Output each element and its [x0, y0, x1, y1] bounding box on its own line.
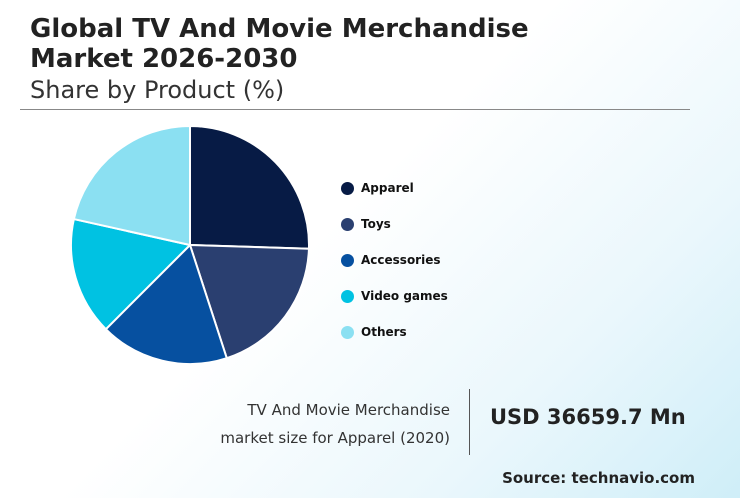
pie-chart: [70, 124, 310, 365]
legend-swatch-toys: [341, 217, 354, 231]
legend-item-video-games: Video games: [341, 278, 448, 314]
chart-title: Global TV And Movie Merchandise Market 2…: [30, 14, 670, 74]
pie-slice-others: [72, 124, 191, 247]
legend-swatch-apparel: [341, 181, 354, 195]
market-size-divider: [469, 389, 470, 455]
header-divider: [20, 109, 690, 110]
legend-swatch-accessories: [341, 253, 354, 267]
title-block: Global TV And Movie Merchandise Market 2…: [30, 14, 670, 104]
pie-slice-toys: [188, 243, 310, 360]
source-credit: Source: technavio.com: [502, 469, 695, 487]
chart-legend: Apparel Toys Accessories Video games Others: [341, 170, 448, 350]
legend-label-accessories: Accessories: [361, 253, 441, 267]
legend-label-toys: Toys: [361, 217, 391, 231]
legend-label-video-games: Video games: [361, 289, 448, 303]
market-size-description: TV And Movie Merchandise market size for…: [150, 396, 450, 452]
legend-item-apparel: Apparel: [341, 170, 448, 206]
pie-slice-accessories: [104, 243, 229, 365]
market-size-description-line2: market size for Apparel (2020): [220, 429, 450, 447]
legend-item-accessories: Accessories: [341, 242, 448, 278]
legend-swatch-others: [341, 325, 354, 339]
chart-subtitle: Share by Product (%): [30, 76, 285, 104]
market-size-value: USD 36659.7 Mn: [490, 405, 686, 429]
pie-slice-video-games: [70, 217, 192, 331]
pie-slice-apparel: [189, 124, 310, 250]
chart-title-line1: Global TV And Movie Merchandise: [30, 14, 529, 44]
legend-label-others: Others: [361, 325, 407, 339]
legend-item-toys: Toys: [341, 206, 448, 242]
legend-swatch-video-games: [341, 289, 354, 303]
legend-item-others: Others: [341, 314, 448, 350]
chart-title-line2: Market 2026-2030: [30, 44, 298, 74]
legend-label-apparel: Apparel: [361, 181, 414, 195]
market-size-description-line1: TV And Movie Merchandise: [247, 401, 450, 419]
